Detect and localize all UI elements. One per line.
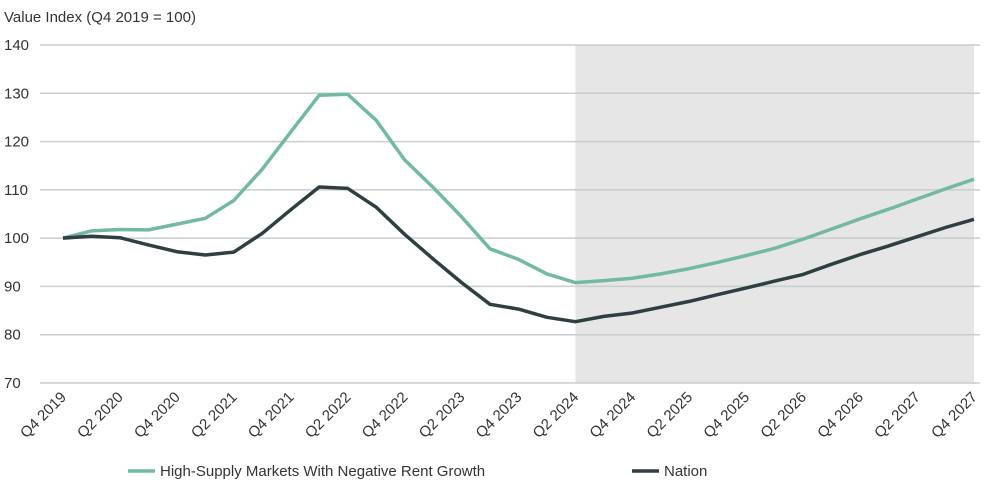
x-tick-label: Q2 2021 (188, 389, 241, 442)
x-tick-label: Q4 2019 (17, 389, 70, 442)
y-tick-label: 130 (4, 85, 29, 102)
x-tick-label: Q2 2020 (74, 389, 127, 442)
y-tick-label: 80 (4, 327, 21, 344)
x-tick-label: Q2 2025 (643, 389, 696, 442)
x-tick-label: Q4 2021 (245, 389, 298, 442)
x-tick-label: Q4 2024 (586, 389, 639, 442)
y-tick-label: 120 (4, 134, 29, 151)
series-line-nation (62, 185, 975, 324)
x-tick-label: Q4 2023 (473, 389, 526, 442)
x-tick-label: Q4 2025 (700, 389, 753, 442)
x-tick-label: Q2 2023 (416, 389, 469, 442)
legend-label: Nation (664, 463, 707, 480)
x-tick-label: Q2 2026 (757, 389, 810, 442)
x-tick-label: Q4 2027 (928, 389, 981, 442)
y-tick-label: 90 (4, 278, 21, 295)
x-tick-label: Q4 2020 (131, 389, 184, 442)
y-tick-label: 110 (4, 182, 28, 199)
series-line-high-supply (62, 92, 975, 285)
y-tick-label: 70 (4, 375, 21, 392)
forecast-shaded-region (575, 45, 974, 383)
x-tick-label: Q2 2022 (302, 389, 355, 442)
y-tick-label: 140 (4, 37, 29, 54)
legend-label: High-Supply Markets With Negative Rent G… (160, 463, 485, 480)
x-tick-label: Q2 2027 (871, 389, 924, 442)
x-tick-label: Q4 2026 (814, 389, 867, 442)
y-axis-title: Value Index (Q4 2019 = 100) (4, 9, 196, 26)
x-tick-label: Q4 2022 (359, 389, 412, 442)
y-tick-label: 100 (4, 230, 29, 247)
x-tick-label: Q2 2024 (530, 389, 583, 442)
